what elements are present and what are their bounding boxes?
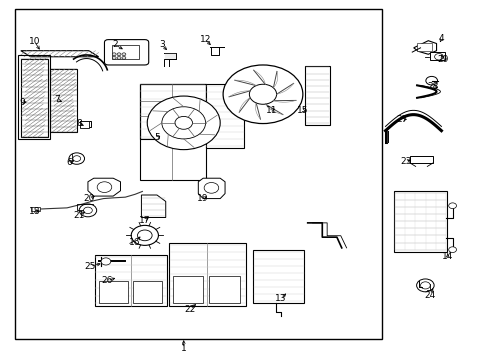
Text: 27: 27	[396, 116, 407, 125]
Bar	[209, 276, 239, 303]
Circle shape	[175, 116, 192, 129]
Circle shape	[112, 53, 116, 56]
Circle shape	[122, 57, 125, 59]
Circle shape	[137, 230, 152, 241]
Bar	[140, 84, 205, 139]
Polygon shape	[413, 41, 436, 54]
Polygon shape	[141, 195, 165, 217]
Circle shape	[223, 65, 302, 123]
Circle shape	[147, 96, 220, 150]
Bar	[132, 281, 162, 303]
Text: 25: 25	[84, 262, 95, 271]
Text: 8: 8	[76, 119, 82, 128]
Text: 13: 13	[275, 294, 286, 303]
Bar	[112, 45, 139, 59]
Circle shape	[112, 57, 116, 59]
Bar	[140, 139, 205, 180]
Circle shape	[69, 153, 84, 164]
Text: 17: 17	[139, 216, 150, 225]
Text: 21: 21	[73, 211, 85, 220]
Circle shape	[79, 204, 97, 217]
Circle shape	[117, 53, 121, 56]
Circle shape	[203, 183, 218, 193]
Bar	[205, 84, 244, 148]
Text: 1: 1	[181, 344, 186, 353]
Text: 19: 19	[197, 194, 208, 203]
Text: 4: 4	[438, 35, 443, 44]
Polygon shape	[21, 59, 47, 137]
Text: 14: 14	[441, 252, 452, 261]
Circle shape	[416, 279, 433, 292]
Text: 16: 16	[129, 238, 141, 247]
Text: 7: 7	[54, 95, 60, 104]
Text: 6: 6	[66, 158, 72, 167]
Polygon shape	[50, 69, 77, 132]
Text: 26: 26	[102, 276, 113, 285]
Polygon shape	[198, 178, 224, 199]
Circle shape	[131, 225, 158, 246]
Circle shape	[122, 53, 125, 56]
Circle shape	[97, 182, 112, 193]
Text: 10: 10	[29, 37, 40, 46]
Polygon shape	[80, 121, 89, 128]
Text: 11: 11	[265, 106, 276, 115]
Text: 12: 12	[200, 36, 211, 45]
Bar	[95, 255, 166, 306]
Bar	[169, 243, 245, 306]
Bar	[416, 43, 431, 51]
Polygon shape	[88, 178, 120, 196]
Circle shape	[425, 76, 437, 85]
Bar	[30, 207, 40, 211]
Bar	[99, 281, 127, 303]
Circle shape	[117, 57, 121, 59]
Text: 29: 29	[436, 55, 447, 64]
Text: 24: 24	[424, 291, 435, 300]
Circle shape	[83, 207, 92, 213]
Circle shape	[162, 107, 205, 139]
FancyBboxPatch shape	[104, 40, 148, 65]
Circle shape	[73, 156, 81, 161]
Text: 23: 23	[399, 157, 411, 166]
Text: 5: 5	[154, 133, 160, 142]
Bar	[429, 53, 444, 60]
Bar	[15, 9, 381, 339]
Text: 15: 15	[297, 106, 308, 115]
Circle shape	[448, 247, 456, 252]
Polygon shape	[21, 51, 99, 57]
Text: 2: 2	[113, 40, 118, 49]
Text: 20: 20	[83, 194, 94, 203]
Bar	[253, 250, 304, 303]
Bar	[305, 66, 329, 125]
Bar	[393, 191, 446, 252]
Circle shape	[420, 282, 429, 289]
Bar	[409, 157, 432, 163]
Bar	[19, 55, 50, 139]
Circle shape	[249, 84, 276, 104]
Circle shape	[101, 258, 111, 265]
Text: 3: 3	[159, 40, 164, 49]
Text: 18: 18	[29, 207, 40, 216]
Text: 28: 28	[427, 82, 438, 91]
Circle shape	[448, 203, 456, 208]
Text: 22: 22	[184, 305, 195, 314]
Text: 9: 9	[19, 98, 24, 107]
Circle shape	[434, 54, 443, 60]
Bar	[172, 276, 202, 303]
